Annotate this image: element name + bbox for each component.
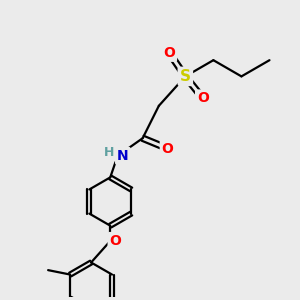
Text: S: S [180, 69, 191, 84]
Text: O: O [197, 92, 209, 106]
Text: H: H [104, 146, 115, 159]
Text: O: O [110, 234, 122, 248]
Text: O: O [163, 46, 175, 60]
Text: N: N [117, 149, 129, 163]
Text: O: O [162, 142, 174, 155]
